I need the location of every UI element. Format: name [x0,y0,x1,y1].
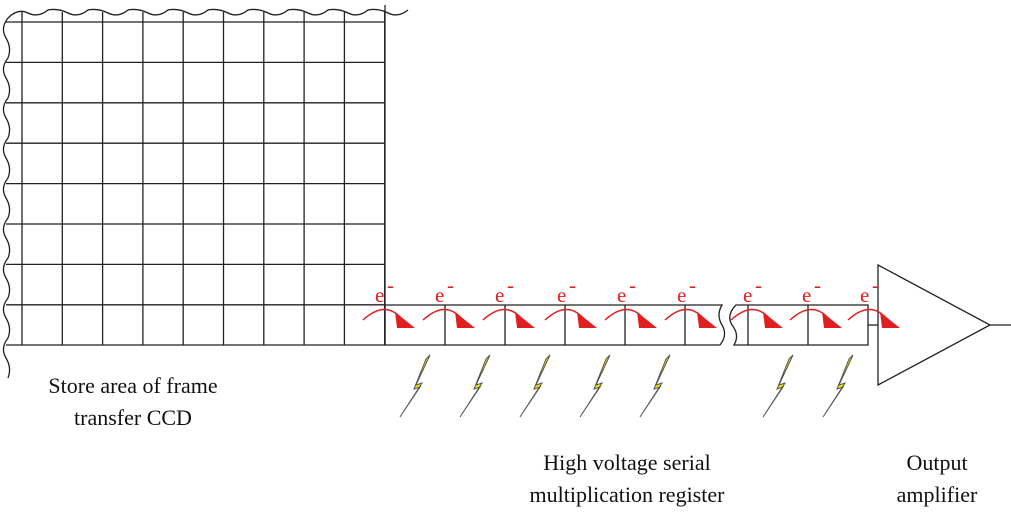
charge-symbol: e [743,283,752,307]
store-label: transfer CCD [74,405,192,430]
charge-sign: - [872,273,879,297]
high-voltage-bolt [399,354,431,418]
charge-sign: - [755,273,762,297]
high-voltage-bolt [639,354,671,418]
charge-symbol: e [495,283,504,307]
register [384,304,726,346]
charge-sign: - [447,273,454,297]
register-label: High voltage serial [543,450,710,475]
transfer-arrow [422,308,462,321]
arrow-head [455,312,475,328]
charge-symbol: e [557,283,566,307]
charge-symbol: e [860,283,869,307]
register-label: multiplication register [530,482,726,507]
transfer-arrow [730,308,770,321]
charge-symbol: e [617,283,626,307]
high-voltage-bolt [519,354,551,418]
high-voltage-bolt [579,354,611,418]
arrow-head [395,312,415,328]
transfer-arrow [544,308,584,321]
arrow-head [763,312,783,328]
transfer-arrow [362,308,402,321]
transfer-arrow [789,308,829,321]
grid-left-edge [2,17,11,379]
arrow-head [880,312,900,328]
charge-sign: - [569,273,576,297]
high-voltage-bolt [459,354,491,418]
charge-symbol: e [802,283,811,307]
amplifier-label: amplifier [897,482,978,507]
arrow-head [697,312,717,328]
arrow-head [822,312,842,328]
store-label: Store area of frame [48,373,217,398]
grid-top-edge [7,8,409,19]
high-voltage-bolt [822,354,854,418]
register [729,304,869,346]
arrow-head [637,312,657,328]
transfer-arrow [482,308,522,321]
charge-symbol: e [435,283,444,307]
charge-sign: - [814,273,821,297]
transfer-arrow [847,308,887,321]
amplifier-label: Output [906,450,967,475]
charge-symbol: e [677,283,686,307]
shapes: e-e-e-e-e-e-e-e-e- [2,5,1011,418]
high-voltage-bolt [762,354,794,418]
charge-sign: - [387,273,394,297]
charge-sign: - [629,273,636,297]
transfer-arrow [604,308,644,321]
charge-sign: - [507,273,514,297]
charge-symbol: e [375,283,384,307]
amplifier [877,263,992,387]
transfer-arrow [664,308,704,321]
arrow-head [577,312,597,328]
charge-sign: - [689,273,696,297]
arrow-head [515,312,535,328]
